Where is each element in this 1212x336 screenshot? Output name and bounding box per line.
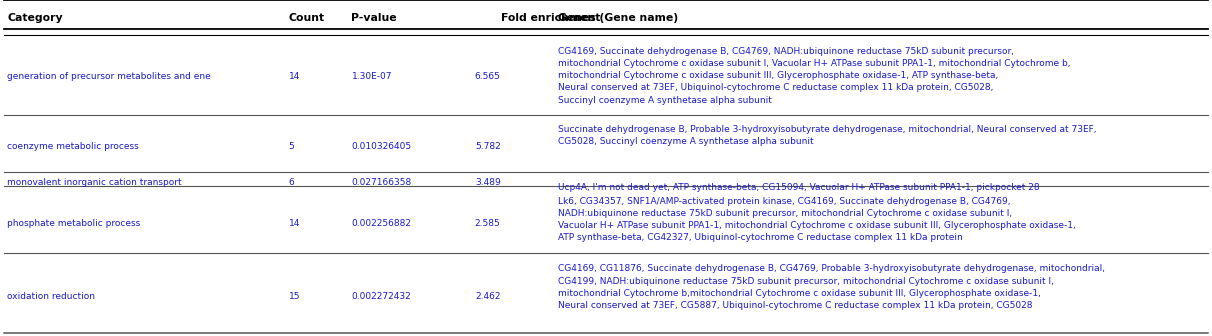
Text: Category: Category: [7, 13, 63, 23]
Text: CG4169, CG11876, Succinate dehydrogenase B, CG4769, Probable 3-hydroxyisobutyrat: CG4169, CG11876, Succinate dehydrogenase…: [558, 264, 1104, 310]
Text: 2.585: 2.585: [475, 219, 501, 228]
Text: 6.565: 6.565: [475, 72, 501, 81]
Text: 14: 14: [288, 72, 299, 81]
Text: 6: 6: [288, 178, 295, 186]
Text: Fold enrichment: Fold enrichment: [501, 13, 600, 23]
Text: CG4169, Succinate dehydrogenase B, CG4769, NADH:ubiquinone reductase 75kD subuni: CG4169, Succinate dehydrogenase B, CG476…: [558, 47, 1070, 104]
Text: Ucp4A, I'm not dead yet, ATP synthase-beta, CG15094, Vacuolar H+ ATPase subunit : Ucp4A, I'm not dead yet, ATP synthase-be…: [558, 183, 1039, 192]
Text: 5: 5: [288, 142, 295, 151]
Text: 14: 14: [288, 219, 299, 228]
Text: generation of precursor metabolites and ene: generation of precursor metabolites and …: [7, 72, 211, 81]
Text: 0.002272432: 0.002272432: [351, 292, 411, 301]
Text: 1.30E-07: 1.30E-07: [351, 72, 391, 81]
Text: Genes (Gene name): Genes (Gene name): [558, 13, 678, 23]
Text: 0.027166358: 0.027166358: [351, 178, 412, 186]
Text: phosphate metabolic process: phosphate metabolic process: [7, 219, 141, 228]
Text: 5.782: 5.782: [475, 142, 501, 151]
Text: oxidation reduction: oxidation reduction: [7, 292, 96, 301]
Text: 3.489: 3.489: [475, 178, 501, 186]
Text: Lk6, CG34357, SNF1A/AMP-activated protein kinase, CG4169, Succinate dehydrogenas: Lk6, CG34357, SNF1A/AMP-activated protei…: [558, 197, 1075, 242]
Text: 2.462: 2.462: [475, 292, 501, 301]
Text: P-value: P-value: [351, 13, 398, 23]
Text: 0.010326405: 0.010326405: [351, 142, 412, 151]
Text: 0.002256882: 0.002256882: [351, 219, 412, 228]
Text: coenzyme metabolic process: coenzyme metabolic process: [7, 142, 139, 151]
Text: 15: 15: [288, 292, 299, 301]
Text: Succinate dehydrogenase B, Probable 3-hydroxyisobutyrate dehydrogenase, mitochon: Succinate dehydrogenase B, Probable 3-hy…: [558, 125, 1096, 146]
Text: monovalent inorganic cation transport: monovalent inorganic cation transport: [7, 178, 182, 186]
Text: Count: Count: [288, 13, 325, 23]
